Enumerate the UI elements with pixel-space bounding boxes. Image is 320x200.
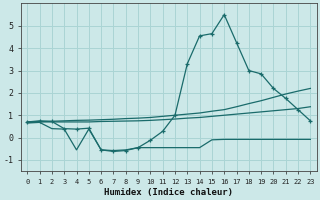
X-axis label: Humidex (Indice chaleur): Humidex (Indice chaleur) xyxy=(104,188,233,197)
